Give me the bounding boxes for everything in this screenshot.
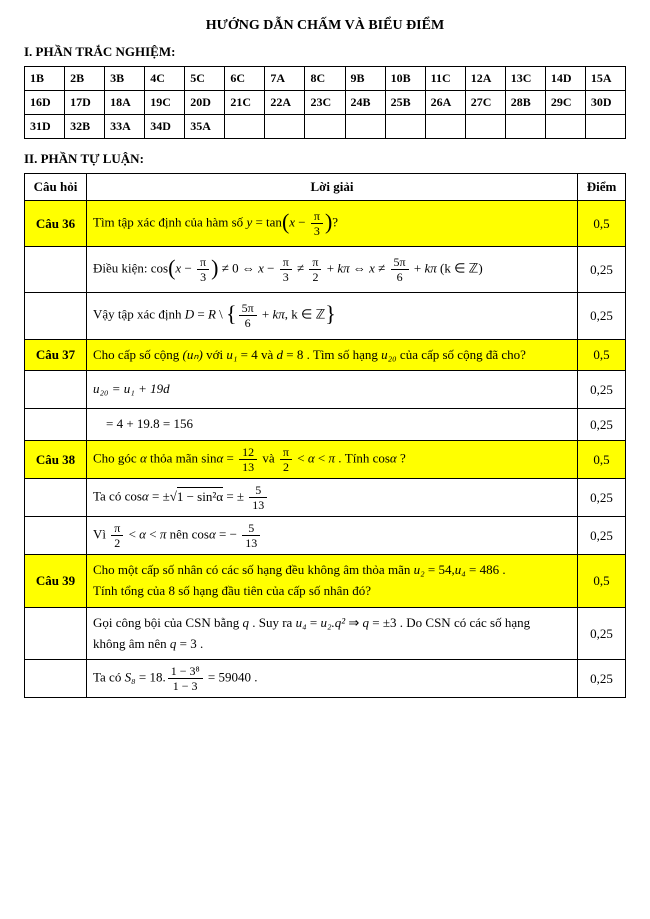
mc-cell [505, 115, 545, 139]
mc-cell: 28B [505, 91, 545, 115]
points-cell: 0,25 [578, 607, 626, 660]
page-title: HƯỚNG DẪN CHẤM VÀ BIỂU ĐIỂM [24, 18, 626, 34]
solution-cell: Gọi công bội của CSN bằng q . Suy ra u₄ … [87, 607, 578, 660]
mc-cell: 35A [185, 115, 225, 139]
section-2-heading: II. PHẦN TỰ LUẬN: [24, 151, 626, 167]
section-1-heading: I. PHẦN TRẮC NGHIỆM: [24, 44, 626, 60]
question-cell: Câu 38 [25, 441, 87, 479]
mc-cell: 3B [105, 67, 145, 91]
mc-cell: 1B [25, 67, 65, 91]
mc-cell: 10B [385, 67, 425, 91]
solution-cell: Ta có cosα = ±√1 − sin²α = ± 513 [87, 479, 578, 517]
mc-cell [345, 115, 385, 139]
points-cell: 0,25 [578, 247, 626, 293]
mc-cell: 22A [265, 91, 305, 115]
mc-cell: 27C [465, 91, 505, 115]
points-cell: 0,25 [578, 293, 626, 339]
mc-cell: 23C [305, 91, 345, 115]
mc-cell: 13C [505, 67, 545, 91]
points-cell: 0,25 [578, 479, 626, 517]
points-cell: 0,25 [578, 371, 626, 409]
question-cell [25, 607, 87, 660]
mc-cell: 20D [185, 91, 225, 115]
question-cell: Câu 39 [25, 555, 87, 608]
question-cell [25, 293, 87, 339]
question-cell [25, 247, 87, 293]
points-cell: 0,25 [578, 409, 626, 441]
solution-cell: Ta có S₈ = 18.1 − 3⁸1 − 3 = 59040 . [87, 660, 578, 698]
solution-cell: u₂₀ = u₁ + 19d [87, 371, 578, 409]
mc-cell [545, 115, 585, 139]
points-cell: 0,5 [578, 339, 626, 371]
mc-cell: 33A [105, 115, 145, 139]
mc-cell: 19C [145, 91, 185, 115]
mc-cell: 5C [185, 67, 225, 91]
solution-cell: Vậy tập xác định D = R \ {5π6 + kπ, k ∈ … [87, 293, 578, 339]
points-cell: 0,25 [578, 660, 626, 698]
mc-cell: 32B [65, 115, 105, 139]
mc-cell: 2B [65, 67, 105, 91]
mc-cell: 21C [225, 91, 265, 115]
points-cell: 0,5 [578, 441, 626, 479]
solution-cell: = 4 + 19.8 = 156 [87, 409, 578, 441]
mc-cell: 17D [65, 91, 105, 115]
question-cell [25, 517, 87, 555]
mc-cell: 4C [145, 67, 185, 91]
mc-cell [305, 115, 345, 139]
mc-cell: 9B [345, 67, 385, 91]
solution-cell: Cho góc α thỏa mãn sinα = 1213 và π2 < α… [87, 441, 578, 479]
mc-cell: 30D [585, 91, 625, 115]
mc-cell [465, 115, 505, 139]
mc-answer-table: 1B2B3B4C5C6C7A8C9B10B11C12A13C14D15A16D1… [24, 66, 626, 139]
question-cell [25, 660, 87, 698]
question-cell [25, 409, 87, 441]
solution-cell: Điều kiện: cos(x − π3) ≠ 0 ⇔ x − π3 ≠ π2… [87, 247, 578, 293]
mc-cell [425, 115, 465, 139]
mc-cell: 12A [465, 67, 505, 91]
question-cell: Câu 37 [25, 339, 87, 371]
mc-cell: 24B [345, 91, 385, 115]
mc-cell: 6C [225, 67, 265, 91]
mc-cell: 18A [105, 91, 145, 115]
points-cell: 0,5 [578, 555, 626, 608]
mc-cell [265, 115, 305, 139]
mc-cell: 25B [385, 91, 425, 115]
points-cell: 0,25 [578, 517, 626, 555]
question-cell [25, 479, 87, 517]
solution-cell: Tìm tập xác định của hàm số y = tan(x − … [87, 201, 578, 247]
mc-cell: 14D [545, 67, 585, 91]
col-header-answer: Lời giải [87, 174, 578, 201]
solution-cell: Cho cấp số cộng (uₙ) với u₁ = 4 và d = 8… [87, 339, 578, 371]
question-cell [25, 371, 87, 409]
mc-cell [585, 115, 625, 139]
mc-cell [385, 115, 425, 139]
mc-cell: 29C [545, 91, 585, 115]
mc-cell: 7A [265, 67, 305, 91]
mc-cell: 8C [305, 67, 345, 91]
points-cell: 0,5 [578, 201, 626, 247]
solution-table: Câu hỏi Lời giải Điểm Câu 36 Tìm tập xác… [24, 173, 626, 698]
question-cell: Câu 36 [25, 201, 87, 247]
solution-cell: Cho một cấp số nhân có các số hạng đều k… [87, 555, 578, 608]
mc-cell: 31D [25, 115, 65, 139]
col-header-question: Câu hỏi [25, 174, 87, 201]
mc-cell [225, 115, 265, 139]
mc-cell: 15A [585, 67, 625, 91]
mc-cell: 26A [425, 91, 465, 115]
mc-cell: 11C [425, 67, 465, 91]
solution-cell: Vì π2 < α < π nên cosα = − 513 [87, 517, 578, 555]
col-header-points: Điểm [578, 174, 626, 201]
mc-cell: 34D [145, 115, 185, 139]
mc-cell: 16D [25, 91, 65, 115]
